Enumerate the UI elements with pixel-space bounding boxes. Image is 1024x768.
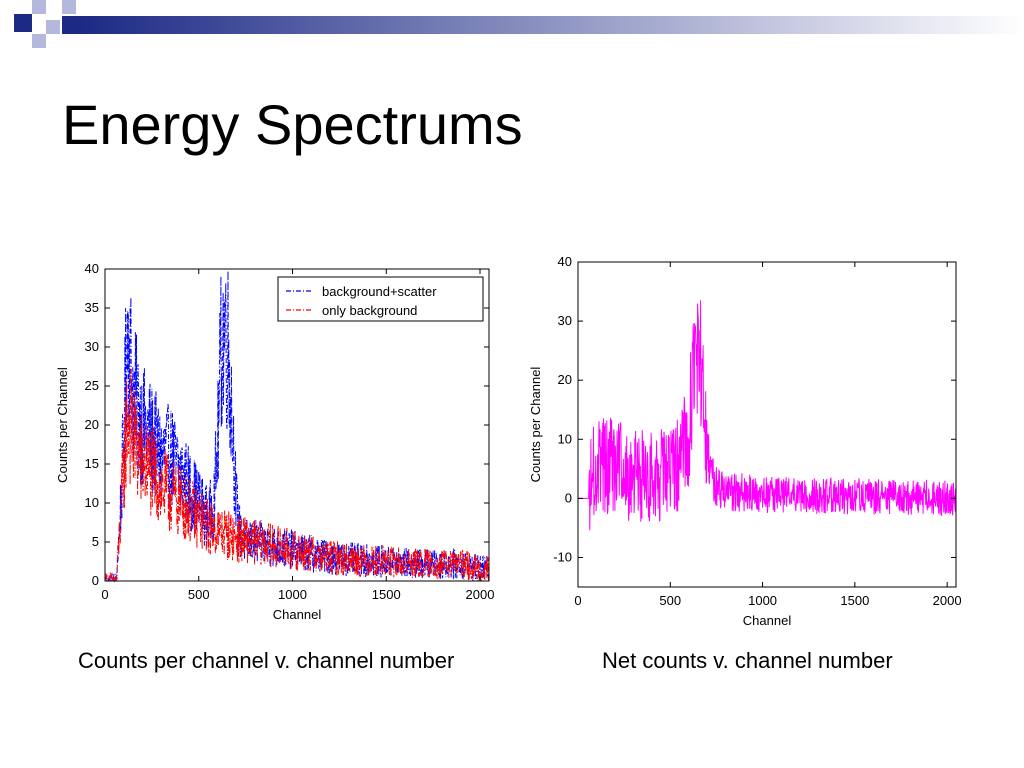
y-tick-label: 0 — [565, 490, 572, 505]
x-axis-label: Channel — [273, 607, 322, 622]
legend-label: background+scatter — [322, 284, 437, 299]
y-tick-label: 40 — [85, 261, 99, 276]
y-tick-label: 15 — [85, 456, 99, 471]
x-tick-label: 500 — [659, 593, 681, 608]
series-line-1 — [104, 270, 490, 583]
chart-left-container: 0 500 1000 1500 2000 0 5 10 15 20 25 30 35 40 Channel C… — [50, 255, 510, 630]
x-tick-label: 0 — [574, 593, 581, 608]
y-tick-label: 0 — [92, 573, 99, 588]
y-tick-label: 20 — [558, 372, 572, 387]
legend-label: only background — [322, 303, 417, 318]
caption-right: Net counts v. channel number — [602, 648, 893, 673]
deco-square-light-2 — [62, 0, 76, 14]
x-tick-label: 1500 — [372, 587, 401, 602]
deco-square-light-4 — [32, 34, 46, 48]
chart-right-container: 0 500 1000 1500 2000 -10 0 10 20 30 40 Channel Count… — [520, 250, 980, 635]
deco-gradient-bar — [80, 16, 1024, 34]
deco-square-navy-2 — [62, 16, 80, 34]
y-tick-label: 35 — [85, 300, 99, 315]
y-tick-label: 20 — [85, 417, 99, 432]
x-axis-label: Channel — [743, 613, 792, 628]
plot-frame — [577, 261, 957, 588]
y-axis-label: Counts per Channel — [55, 367, 70, 483]
slide-title: Energy Spectrums — [62, 93, 523, 156]
deco-square-navy-1 — [14, 14, 32, 32]
deco-square-light-3 — [46, 20, 60, 34]
x-tick-label: 2000 — [466, 587, 495, 602]
y-tick-label: 40 — [558, 254, 572, 269]
y-tick-label: 30 — [85, 339, 99, 354]
y-tick-label: -10 — [553, 549, 572, 564]
caption-left: Counts per channel v. channel number — [78, 648, 455, 673]
y-tick-label: 5 — [92, 534, 99, 549]
plot-area — [578, 262, 956, 587]
series-line-1 — [578, 300, 957, 531]
chart-left: 0 500 1000 1500 2000 0 5 10 15 20 25 30 35 40 Channel C… — [55, 261, 495, 622]
y-tick-label: 25 — [85, 378, 99, 393]
deco-square-light-1 — [32, 0, 46, 14]
y-axis-label: Counts per Channel — [528, 367, 543, 483]
chart-right: 0 500 1000 1500 2000 -10 0 10 20 30 40 Channel Count… — [528, 254, 962, 628]
x-tick-label: 1500 — [840, 593, 869, 608]
y-tick-label: 10 — [558, 431, 572, 446]
legend-box — [277, 276, 484, 322]
x-tick-label: 2000 — [933, 593, 962, 608]
series-line-2 — [104, 369, 490, 582]
x-tick-label: 1000 — [748, 593, 777, 608]
y-tick-label: 30 — [558, 313, 572, 328]
x-tick-label: 0 — [101, 587, 108, 602]
y-tick-label: 10 — [85, 495, 99, 510]
x-tick-label: 1000 — [278, 587, 307, 602]
x-tick-label: 500 — [188, 587, 210, 602]
